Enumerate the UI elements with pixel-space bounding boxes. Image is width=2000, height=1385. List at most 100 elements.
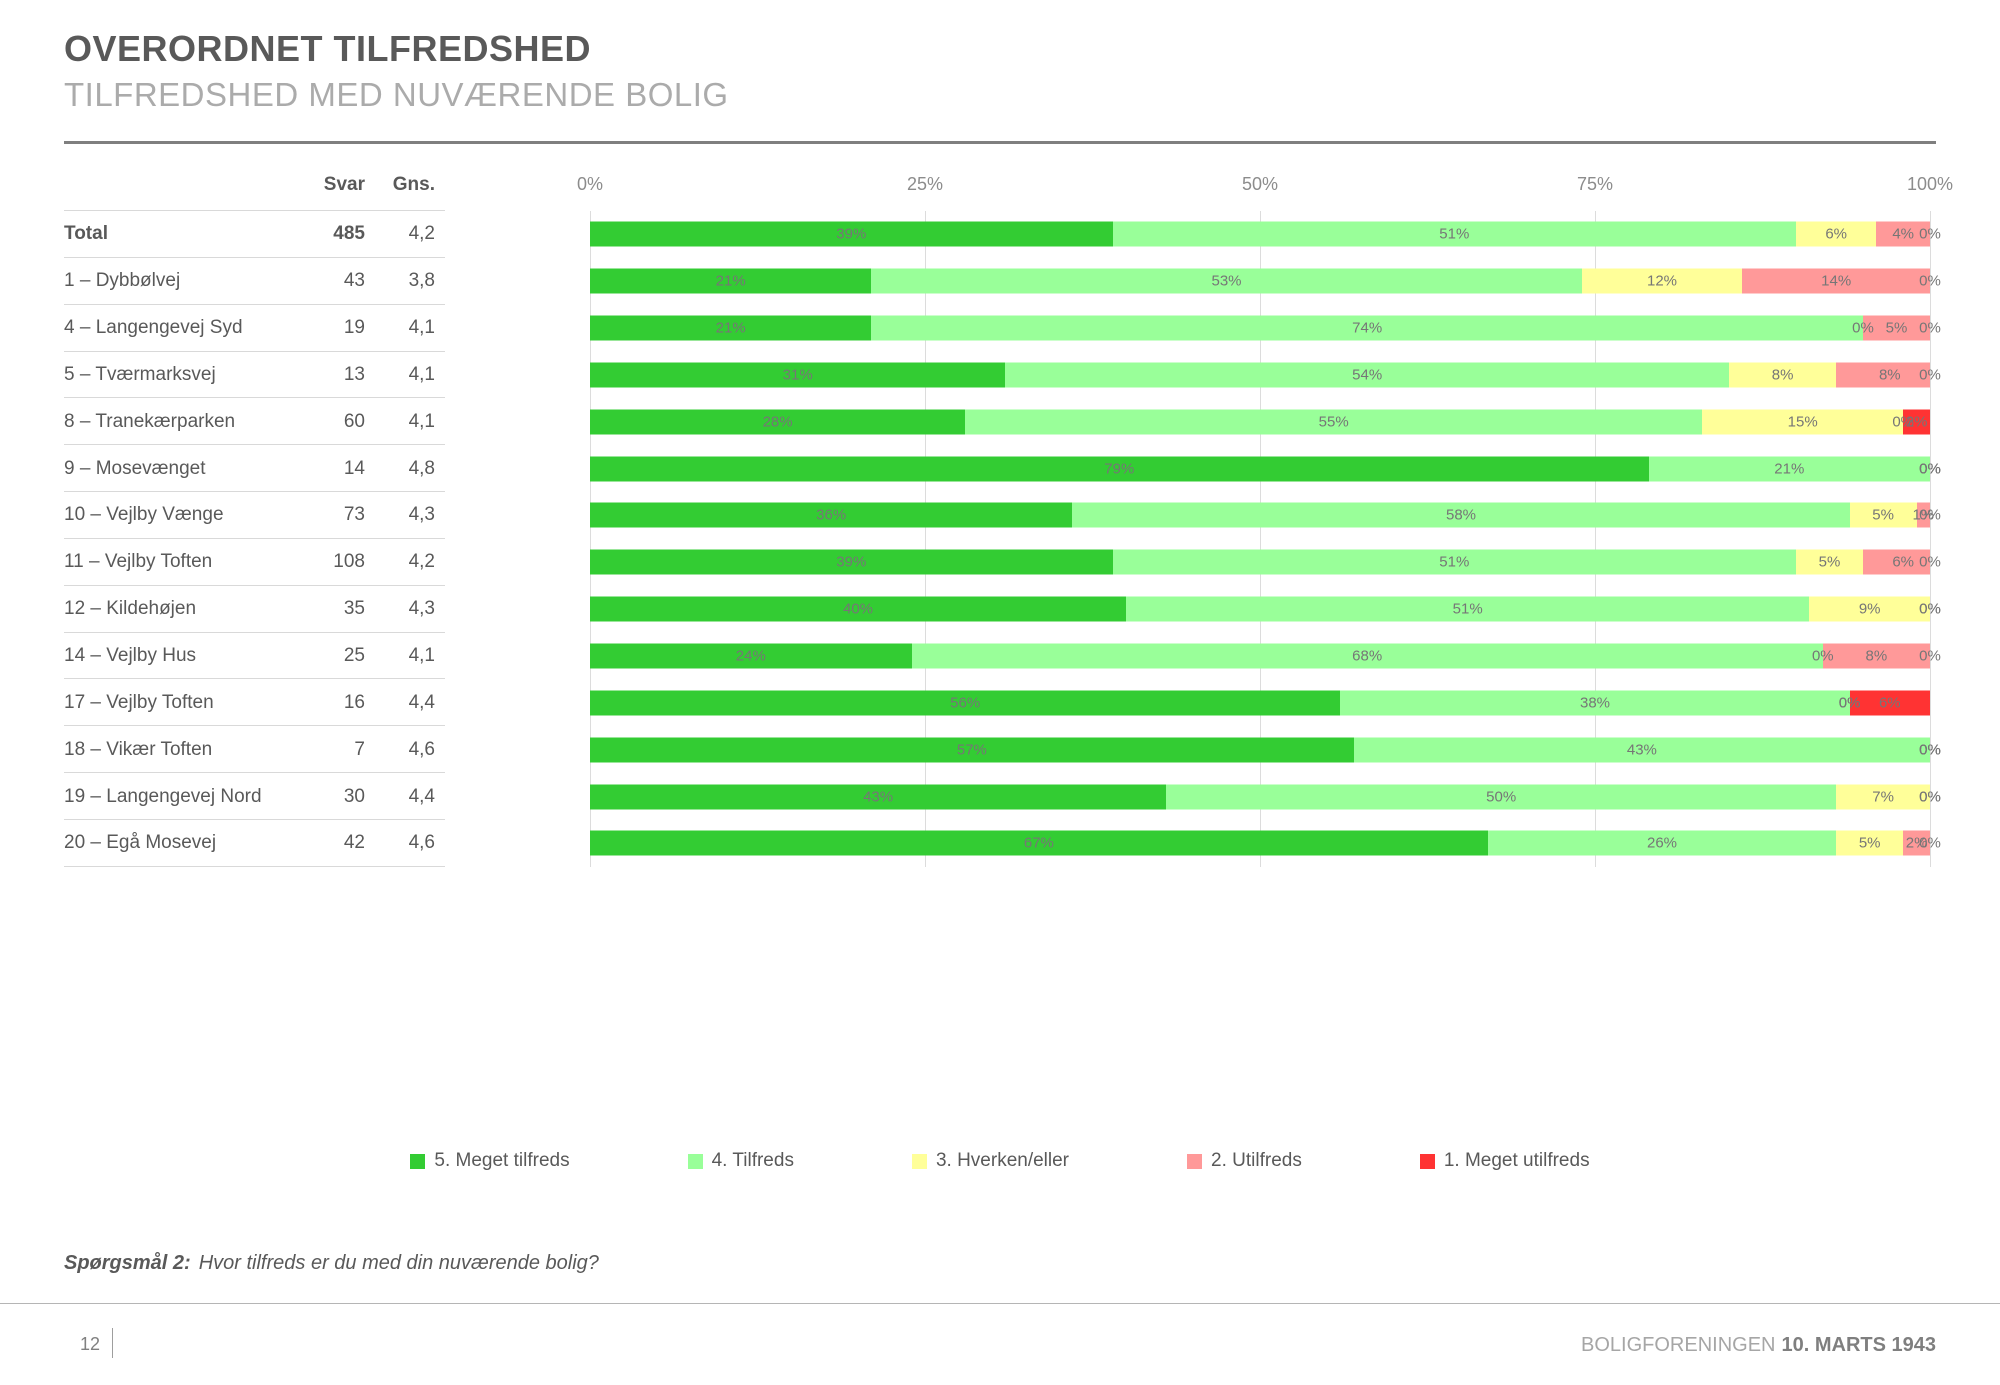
table-row: 20 – Egå Mosevej 42 4,6 67% 26% 5% 2% 0% <box>64 820 1941 867</box>
table-row: 4 – Langengevej Syd 19 4,1 21% 74% 0% 5% 0% <box>64 305 1941 352</box>
page-title: OVERORDNET TILFREDSHED <box>64 28 592 69</box>
bar-segment-label: 51% <box>1439 553 1470 571</box>
bar-segment <box>590 737 1354 763</box>
row-divider <box>64 256 445 258</box>
axis-tick: 100% <box>1906 174 1954 194</box>
bar-labels: 40% 51% 9% 0% 0% <box>590 586 1941 633</box>
stacked-bar <box>590 690 1930 716</box>
bar-segment-label: 6% <box>1878 694 1901 712</box>
legend-swatch-icon <box>1419 1153 1435 1169</box>
bar-segment <box>1340 690 1850 716</box>
bar-segment-label: 21% <box>715 272 746 290</box>
bar-segment <box>1916 502 1930 528</box>
table-row: 19 – Langengevej Nord 30 4,4 43% 50% 7% 0% 0… <box>64 773 1941 820</box>
bar-segment-label: 0% <box>1919 272 1941 290</box>
legend-item: 3. Hverken/eller <box>911 1150 1070 1172</box>
axis-tick: 50% <box>1241 174 1279 194</box>
legend: 5. Meget tilfreds 4. Tilfreds 3. Hverken/e… <box>0 1150 2000 1172</box>
table-row: 10 – Vejlby Vænge 73 4,3 36% 58% 5% 1% 0% <box>64 492 1941 539</box>
row-responses: 19 <box>343 317 365 339</box>
bar-zone: 67% 26% 5% 2% 0% <box>590 820 1941 867</box>
column-header-gns: Gns. <box>392 174 435 195</box>
bar-zone: 43% 50% 7% 0% 0% <box>590 773 1941 820</box>
plot-gridlines <box>590 211 1931 867</box>
stacked-bar <box>590 643 1930 669</box>
bar-segment-label: 0% <box>1919 834 1941 852</box>
x-axis: 0% 25% 50% 75% 100% <box>577 174 1953 200</box>
bar-segment <box>911 643 1823 669</box>
legend-item: 4. Tilfreds <box>687 1150 794 1172</box>
title-divider <box>64 141 1936 144</box>
bar-labels: 43% 50% 7% 0% 0% <box>590 773 1941 820</box>
table-row: 18 – Vikær Toften 7 4,6 57% 43% 0% 0% 0% <box>64 726 1941 774</box>
legend-item: 5. Meget tilfreds <box>410 1150 570 1172</box>
row-responses: 73 <box>343 504 365 526</box>
row-responses: 35 <box>343 598 365 620</box>
bar-labels: 28% 55% 15% 0% 2% <box>590 398 1930 445</box>
legend-swatch-icon <box>1187 1153 1203 1169</box>
row-divider <box>64 772 445 774</box>
row-divider <box>64 397 445 399</box>
row-responses: 485 <box>333 223 365 245</box>
bar-segment <box>590 643 912 669</box>
row-average: 4,3 <box>408 504 435 526</box>
bar-segment-label: 31% <box>782 366 813 384</box>
bar-segment <box>871 268 1582 294</box>
axis-tick: 25% <box>906 174 944 194</box>
bar-labels: 31% 54% 8% 8% 0% <box>590 352 1941 399</box>
chart-rows: Total 485 4,2 39% 51% 6% 4% 0% 1 – Dybbølvej… <box>64 211 1941 867</box>
row-average: 3,8 <box>408 270 435 292</box>
legend-swatch-icon <box>410 1153 426 1169</box>
row-average: 4,1 <box>408 410 435 432</box>
table-row: 11 – Vejlby Toften 108 4,2 39% 51% 5% 6% 0% <box>64 539 1941 586</box>
bar-labels: 36% 58% 5% 1% 0% <box>590 492 1941 539</box>
question-caption: Spørgsmål 2: Hvor tilfreds er du med din … <box>64 1252 599 1275</box>
bar-segment-label: 0% <box>1919 506 1941 524</box>
bar-segment-label: 21% <box>1774 460 1805 478</box>
bar-segment-label: 9% <box>1858 600 1881 618</box>
bar-segment <box>590 315 872 341</box>
bar-segment <box>1742 268 1930 294</box>
row-label: 19 – Langengevej Nord <box>64 785 262 807</box>
gridline <box>1260 211 1261 867</box>
axis-tick: 0% <box>576 174 604 194</box>
row-average: 4,1 <box>408 317 435 339</box>
table-row: 8 – Tranekærparken 60 4,1 28% 55% 15% 0% 2% <box>64 398 1936 446</box>
page-number: 12 <box>80 1334 101 1354</box>
bar-segment <box>1126 596 1810 622</box>
bar-segment <box>1581 268 1743 294</box>
bar-zone: 36% 58% 5% 1% 0% <box>590 492 1941 539</box>
axis-tick: 75% <box>1576 174 1614 194</box>
bar-segment <box>1072 502 1850 528</box>
bar-segment-label: 8% <box>1878 366 1901 384</box>
row-divider <box>64 491 445 493</box>
bar-segment-label: 8% <box>1865 647 1888 665</box>
bar-segment <box>1862 549 1930 575</box>
bar-segment-label: 0% <box>1919 319 1941 337</box>
bar-labels: 79% 21% 0% 0% 0% <box>590 445 1941 492</box>
bar-labels: 56% 38% 0% 0% 6% <box>590 679 1930 726</box>
gridline <box>1595 211 1596 867</box>
row-divider <box>64 725 445 727</box>
row-average: 4,4 <box>408 785 435 807</box>
bar-segment <box>1702 409 1904 435</box>
bar-segment-label: 0% <box>1811 647 1834 665</box>
row-average: 4,3 <box>408 598 435 620</box>
bar-segment <box>1903 409 1930 435</box>
footer-date: 10. MARTS 1943 <box>1781 1334 1936 1356</box>
question-prefix: Spørgsmål 2: <box>64 1252 191 1274</box>
bar-segment-label: 38% <box>1579 694 1611 712</box>
stacked-bar <box>590 830 1930 856</box>
bar-segment-label: 58% <box>1445 506 1477 524</box>
bar-segment-label: 36% <box>816 506 847 524</box>
bar-segment-label: 5% <box>1885 319 1908 337</box>
row-average: 4,1 <box>408 645 435 667</box>
bar-zone: 39% 51% 5% 6% 0% <box>590 539 1941 586</box>
bar-segment-label: 74% <box>1352 319 1383 337</box>
bar-segment-label: 51% <box>1452 600 1483 618</box>
row-label: 8 – Tranekærparken <box>64 410 236 432</box>
bar-zone: 57% 43% 0% 0% 0% <box>590 726 1941 773</box>
footer-branding: BOLIGFORENINGEN 10. MARTS 1943 <box>1581 1334 1936 1357</box>
row-divider <box>64 631 445 633</box>
legend-label: 3. Hverken/eller <box>935 1150 1070 1171</box>
